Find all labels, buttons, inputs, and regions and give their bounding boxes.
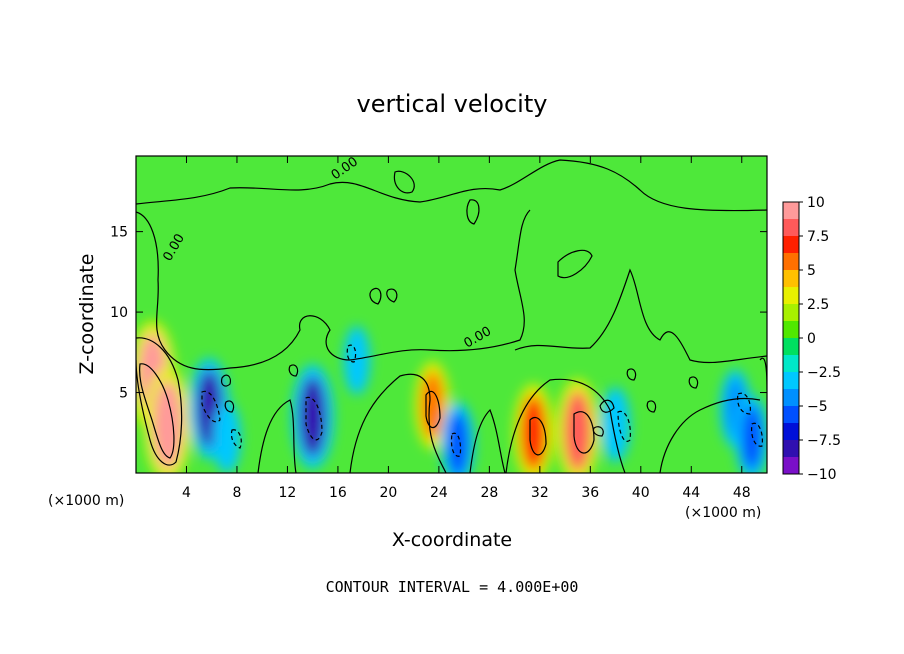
contour-pos-32	[529, 416, 547, 456]
colorbar-swatch	[783, 372, 799, 390]
contour-neg-14	[305, 396, 323, 441]
contour-neg-38	[617, 410, 631, 442]
colorbar-tick-label: 5	[807, 263, 816, 279]
velocity-extremum	[606, 395, 625, 454]
chart-title: vertical velocity	[357, 90, 548, 118]
colorbar-swatch	[783, 304, 799, 322]
contour-pos-35	[573, 411, 595, 454]
contour-pos-left-inner	[139, 363, 175, 459]
colorbar-swatch	[783, 287, 799, 305]
x-tick-label: 36	[581, 485, 599, 501]
contour-pos-left-outer	[136, 337, 183, 466]
colorbar-tick-label: −5	[807, 399, 828, 415]
x-tick-label: 16	[329, 485, 347, 501]
contour-zero-right	[514, 268, 767, 364]
colorbar-swatch	[783, 389, 799, 407]
contour-struct-f	[599, 399, 615, 413]
contour-neg-17.5	[346, 344, 357, 363]
y-tick-label: 15	[110, 225, 128, 241]
x-tick-label: 44	[682, 485, 700, 501]
colorbar-swatch	[783, 321, 799, 339]
contour-island-3	[557, 249, 593, 279]
velocity-field	[136, 321, 767, 473]
contour-struct-a	[257, 399, 297, 473]
velocity-extremum	[348, 334, 366, 387]
x-tick-label: 28	[480, 485, 498, 501]
contour-lines	[136, 159, 767, 473]
colorbar-tick-label: 2.5	[807, 297, 829, 313]
plot-frame	[135, 155, 768, 474]
contour-pos-24	[425, 390, 441, 429]
colorbar-swatch	[783, 219, 799, 237]
contour-neg-7.2	[230, 429, 242, 449]
contour-struct-h	[221, 374, 231, 387]
x-tick-label: 48	[733, 485, 751, 501]
contour-struct-i	[224, 400, 235, 413]
colorbar-swatch	[783, 338, 799, 356]
velocity-extremum	[564, 391, 591, 472]
contour-zero-left	[136, 209, 531, 371]
colorbar-tick-label: 10	[807, 195, 825, 211]
colorbar-swatch	[783, 355, 799, 373]
contour-struct-d	[505, 378, 626, 473]
colorbar-tick-label: 7.5	[807, 229, 829, 245]
colorbar-tick-label: 0	[807, 331, 816, 347]
colorbar-tick-label: −7.5	[807, 433, 841, 449]
y-tick-label: 10	[110, 305, 128, 321]
contour-island-4	[369, 287, 382, 305]
velocity-extremum	[447, 411, 469, 473]
colorbar-tick-label: −2.5	[807, 365, 841, 381]
x-tick-label: 4	[182, 485, 191, 501]
x-tick-label: 24	[430, 485, 448, 501]
x-axis-label: X-coordinate	[392, 529, 512, 551]
contour-neg-25.5	[450, 432, 462, 457]
contour-struct-b	[349, 373, 447, 473]
y-axis-label: Z-coordinate	[76, 254, 98, 375]
velocity-extremum	[218, 410, 236, 466]
colorbar-swatch	[783, 270, 799, 288]
colorbar-swatch	[783, 423, 799, 441]
colorbar-swatch	[783, 457, 799, 475]
velocity-extremum	[521, 395, 546, 471]
contour-island-1	[393, 170, 415, 194]
colorbar: 10 7.5 5 2.5 0 −2.5 −5 −7.5 −10	[782, 195, 841, 483]
x-tick-label: 20	[379, 485, 397, 501]
contour-struct-c	[469, 408, 506, 473]
velocity-extremum	[421, 371, 444, 440]
contour-zero-upper	[136, 159, 767, 212]
contour-struct-j	[288, 364, 299, 377]
x-tick-label: 32	[531, 485, 549, 501]
velocity-extremum	[299, 376, 326, 457]
x-tick-label: 12	[279, 485, 297, 501]
colorbar-ticks: 10 7.5 5 2.5 0 −2.5 −5 −7.5 −10	[799, 195, 841, 483]
x-unit-right: (×1000 m)	[685, 505, 761, 521]
contour-neg-5.8	[201, 390, 221, 423]
contour-neg-48.8	[751, 422, 763, 447]
colorbar-swatch	[783, 202, 799, 220]
velocity-extremum	[741, 405, 763, 471]
colorbar-swatches	[783, 202, 799, 475]
colorbar-tick-label: −10	[807, 467, 837, 483]
colorbar-swatch	[783, 253, 799, 271]
contour-interval-note: CONTOUR INTERVAL = 4.000E+00	[326, 578, 579, 596]
contour-struct-m	[688, 376, 699, 389]
contour-struct-l	[646, 400, 657, 413]
colorbar-swatch	[783, 406, 799, 424]
contour-island-2	[466, 199, 480, 225]
y-tick-label: 5	[119, 386, 128, 402]
contour-island-5	[386, 288, 398, 303]
contour-struct-k	[626, 368, 637, 381]
colorbar-swatch	[783, 236, 799, 254]
contour-struct-e	[659, 397, 761, 473]
x-tick-label: 40	[632, 485, 650, 501]
plot-area	[136, 156, 767, 473]
x-tick-label: 8	[232, 485, 241, 501]
x-unit-left: (×1000 m)	[48, 493, 124, 509]
colorbar-swatch	[783, 440, 799, 458]
contour-struct-g	[592, 426, 604, 437]
contour-neg-47.5	[737, 392, 751, 415]
